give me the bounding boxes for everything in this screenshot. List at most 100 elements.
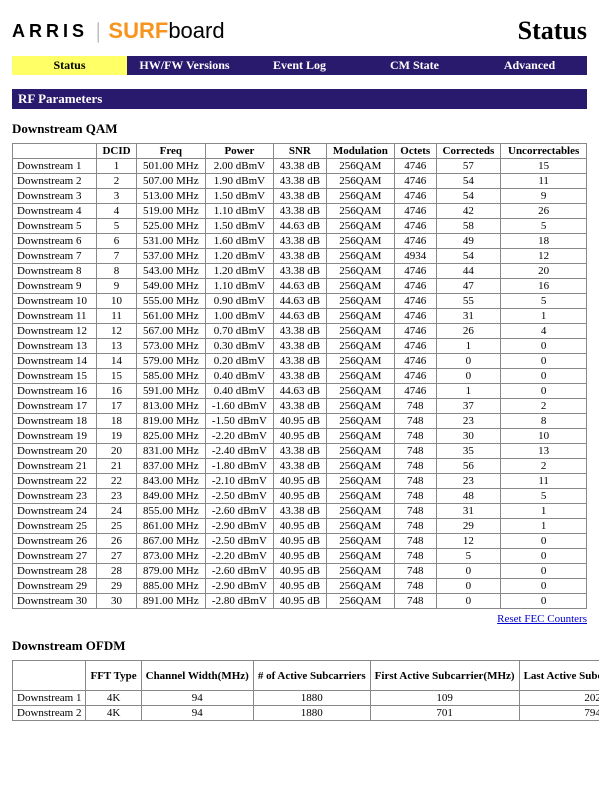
qam-cell: Downstream 30 xyxy=(13,594,97,609)
qam-cell: 256QAM xyxy=(326,324,394,339)
table-row: Downstream 2121837.00 MHz-1.80 dBmV43.38… xyxy=(13,459,587,474)
ofdm-cell: 202 xyxy=(519,691,599,706)
qam-cell: 256QAM xyxy=(326,339,394,354)
nav-item-status[interactable]: Status xyxy=(12,56,127,75)
qam-cell: 0 xyxy=(501,534,587,549)
qam-cell: 4746 xyxy=(394,174,436,189)
qam-cell: 43.38 dB xyxy=(274,174,327,189)
qam-cell: 8 xyxy=(97,264,137,279)
qam-cell: 18 xyxy=(501,234,587,249)
qam-cell: 0.40 dBmV xyxy=(205,369,273,384)
qam-cell: 1.50 dBmV xyxy=(205,189,273,204)
qam-cell: 819.00 MHz xyxy=(136,414,205,429)
qam-cell: Downstream 8 xyxy=(13,264,97,279)
qam-cell: 891.00 MHz xyxy=(136,594,205,609)
qam-cell: 256QAM xyxy=(326,534,394,549)
qam-cell: 43.38 dB xyxy=(274,504,327,519)
qam-cell: 748 xyxy=(394,444,436,459)
qam-cell: -2.90 dBmV xyxy=(205,519,273,534)
qam-cell: Downstream 21 xyxy=(13,459,97,474)
qam-cell: 43.38 dB xyxy=(274,189,327,204)
qam-cell: 2 xyxy=(501,399,587,414)
qam-cell: 555.00 MHz xyxy=(136,294,205,309)
table-row: Downstream 2525861.00 MHz-2.90 dBmV40.95… xyxy=(13,519,587,534)
qam-cell: 40.95 dB xyxy=(274,594,327,609)
qam-cell: 561.00 MHz xyxy=(136,309,205,324)
qam-cell: 44.63 dB xyxy=(274,309,327,324)
qam-cell: 1.00 dBmV xyxy=(205,309,273,324)
qam-cell: 585.00 MHz xyxy=(136,369,205,384)
qam-cell: 2 xyxy=(501,459,587,474)
qam-header: SNR xyxy=(274,144,327,159)
qam-cell: 43.38 dB xyxy=(274,399,327,414)
nav-item-hw-fw-versions[interactable]: HW/FW Versions xyxy=(127,56,242,75)
nav-item-cm-state[interactable]: CM State xyxy=(357,56,472,75)
qam-cell: 4746 xyxy=(394,189,436,204)
qam-cell: -2.20 dBmV xyxy=(205,429,273,444)
qam-cell: 0 xyxy=(436,564,501,579)
qam-cell: Downstream 25 xyxy=(13,519,97,534)
qam-cell: 256QAM xyxy=(326,189,394,204)
qam-cell: 748 xyxy=(394,399,436,414)
reset-fec-link[interactable]: Reset FEC Counters xyxy=(497,613,587,625)
qam-cell: Downstream 12 xyxy=(13,324,97,339)
qam-cell: Downstream 17 xyxy=(13,399,97,414)
qam-cell: Downstream 23 xyxy=(13,489,97,504)
qam-cell: Downstream 26 xyxy=(13,534,97,549)
qam-cell: 1.90 dBmV xyxy=(205,174,273,189)
ofdm-header: # of Active Subcarriers xyxy=(253,661,370,691)
qam-cell: 0.40 dBmV xyxy=(205,384,273,399)
qam-cell: 48 xyxy=(436,489,501,504)
qam-cell: 1.10 dBmV xyxy=(205,279,273,294)
qam-cell: 5 xyxy=(97,219,137,234)
qam-cell: 748 xyxy=(394,504,436,519)
qam-cell: 256QAM xyxy=(326,264,394,279)
qam-cell: 1 xyxy=(436,339,501,354)
ofdm-cell: Downstream 2 xyxy=(13,706,86,721)
qam-cell: 573.00 MHz xyxy=(136,339,205,354)
qam-cell: 43.38 dB xyxy=(274,204,327,219)
qam-cell: 256QAM xyxy=(326,204,394,219)
qam-cell: Downstream 19 xyxy=(13,429,97,444)
table-row: Downstream 24K941880701794534747 xyxy=(13,706,599,721)
qam-cell: -2.40 dBmV xyxy=(205,444,273,459)
qam-cell: 525.00 MHz xyxy=(136,219,205,234)
table-row: Downstream 44519.00 MHz1.10 dBmV43.38 dB… xyxy=(13,204,587,219)
qam-cell: 1.20 dBmV xyxy=(205,264,273,279)
qam-cell: 0 xyxy=(501,339,587,354)
qam-cell: 748 xyxy=(394,414,436,429)
qam-cell: 0 xyxy=(436,594,501,609)
qam-cell: 28 xyxy=(97,564,137,579)
qam-cell: 43.38 dB xyxy=(274,159,327,174)
qam-cell: 3 xyxy=(97,189,137,204)
qam-header: Freq xyxy=(136,144,205,159)
qam-cell: 26 xyxy=(97,534,137,549)
qam-cell: 40.95 dB xyxy=(274,579,327,594)
brand-surfboard: SURFboard xyxy=(108,18,224,44)
qam-cell: 26 xyxy=(436,324,501,339)
qam-cell: 40.95 dB xyxy=(274,429,327,444)
qam-cell: 13 xyxy=(501,444,587,459)
ofdm-header: Channel Width(MHz) xyxy=(141,661,253,691)
qam-cell: 748 xyxy=(394,519,436,534)
qam-cell: 256QAM xyxy=(326,399,394,414)
logo-block: ARRIS | SURFboard xyxy=(12,18,225,44)
ofdm-cell: 794 xyxy=(519,706,599,721)
qam-cell: 513.00 MHz xyxy=(136,189,205,204)
qam-cell: 12 xyxy=(436,534,501,549)
ofdm-header: FFT Type xyxy=(86,661,141,691)
qam-cell: 256QAM xyxy=(326,564,394,579)
qam-cell: 35 xyxy=(436,444,501,459)
table-row: Downstream 2424855.00 MHz-2.60 dBmV43.38… xyxy=(13,504,587,519)
nav-bar: StatusHW/FW VersionsEvent LogCM StateAdv… xyxy=(12,56,587,75)
qam-cell: 11 xyxy=(501,174,587,189)
qam-cell: 748 xyxy=(394,549,436,564)
qam-cell: 23 xyxy=(436,474,501,489)
nav-item-advanced[interactable]: Advanced xyxy=(472,56,587,75)
nav-item-event-log[interactable]: Event Log xyxy=(242,56,357,75)
qam-cell: Downstream 16 xyxy=(13,384,97,399)
qam-cell: Downstream 10 xyxy=(13,294,97,309)
qam-cell: 256QAM xyxy=(326,504,394,519)
qam-cell: 0 xyxy=(501,564,587,579)
qam-cell: 40.95 dB xyxy=(274,474,327,489)
